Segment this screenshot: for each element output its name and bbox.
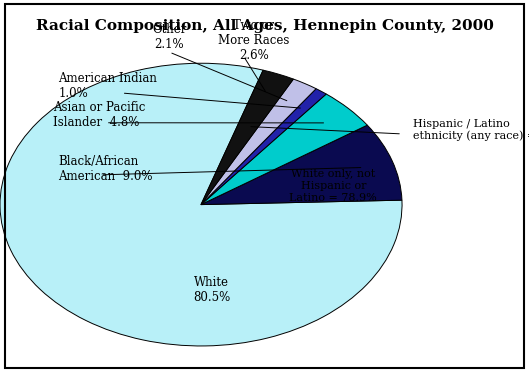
Text: Asian or Pacific
Islander  4.8%: Asian or Pacific Islander 4.8% [53, 101, 145, 129]
Text: White only, not
Hispanic or
Latino = 78.9%: White only, not Hispanic or Latino = 78.… [289, 169, 377, 203]
Wedge shape [201, 70, 294, 205]
Text: Two or
More Races
2.6%: Two or More Races 2.6% [218, 19, 289, 62]
Wedge shape [201, 79, 316, 205]
Wedge shape [201, 89, 326, 205]
Wedge shape [0, 63, 402, 346]
Wedge shape [201, 125, 402, 205]
Wedge shape [201, 94, 367, 205]
Text: White
80.5%: White 80.5% [193, 276, 230, 304]
Text: American Indian
1.0%: American Indian 1.0% [58, 71, 157, 100]
Text: Black/African
American  9.0%: Black/African American 9.0% [58, 155, 153, 183]
Text: Other
2.1%: Other 2.1% [152, 23, 186, 51]
Text: Hispanic / Latino
ethnicity (any race) = 4.1%: Hispanic / Latino ethnicity (any race) =… [413, 119, 529, 141]
Text: Racial Composition, All Ages, Hennepin County, 2000: Racial Composition, All Ages, Hennepin C… [35, 19, 494, 33]
